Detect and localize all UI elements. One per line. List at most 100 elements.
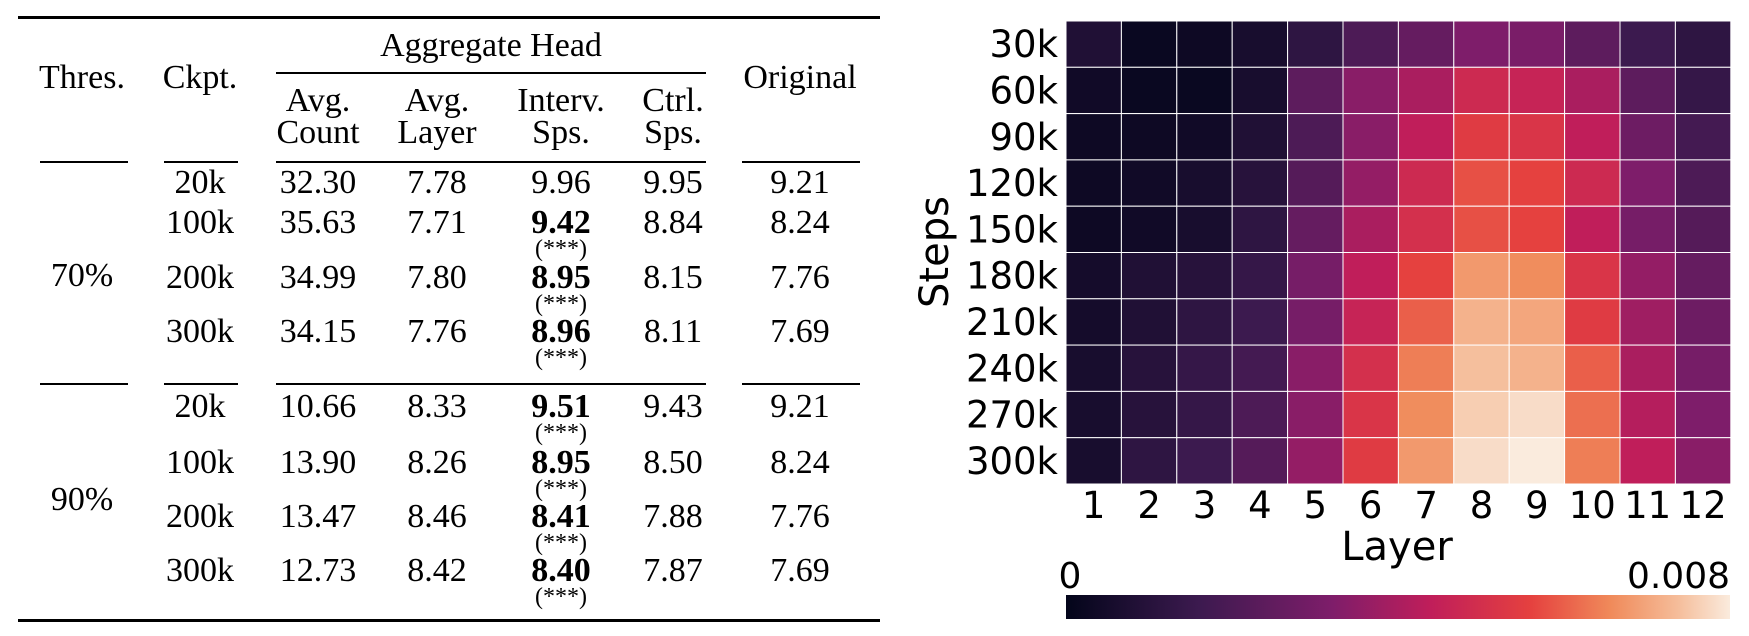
- heatmap-cell: [1508, 159, 1566, 207]
- heatmap-cell: [1231, 205, 1289, 253]
- cell-ctrl-sps: 7.87: [643, 552, 703, 589]
- significance-marker: (***): [535, 420, 587, 446]
- heatmap-cell: [1287, 66, 1344, 115]
- colorbar-min-label: 0: [1059, 556, 1082, 597]
- heatmap-cell: [1508, 390, 1566, 439]
- header-rule-ckpt: [164, 161, 238, 163]
- heatmap-cell: [1120, 113, 1178, 161]
- header-interv-line1: Interv.: [517, 82, 605, 119]
- heatmap-cell: [1231, 390, 1289, 439]
- heatmap-cell: [1231, 66, 1289, 115]
- heatmap-cell: [1176, 20, 1233, 68]
- heatmap-cell: [1176, 437, 1233, 485]
- heatmap-cell: [1564, 205, 1621, 253]
- x-tick-label: 12: [1680, 484, 1727, 527]
- heatmap-cell: [1065, 66, 1122, 115]
- heatmap-cell: [1342, 390, 1399, 439]
- heatmap-cell: [1619, 437, 1676, 485]
- header-avg-count-line2: Count: [276, 114, 360, 151]
- heatmap-cell: [1564, 113, 1621, 161]
- heatmap-cell: [1342, 298, 1399, 346]
- heatmap-cell: [1674, 344, 1732, 392]
- heatmap-cell: [1342, 159, 1399, 207]
- heatmap-cell: [1231, 252, 1289, 300]
- cell-original: 9.21: [770, 164, 830, 201]
- cell-original: 7.69: [770, 552, 830, 589]
- heatmap-cell: [1287, 298, 1344, 346]
- heatmap-cell: [1342, 66, 1399, 115]
- heatmap-cell: [1231, 113, 1289, 161]
- heatmap-cell: [1508, 344, 1566, 392]
- heatmap-cell: [1453, 20, 1510, 68]
- heatmap-cell: [1120, 390, 1178, 439]
- heatmap-cell: [1453, 113, 1510, 161]
- x-tick-label: 6: [1359, 484, 1383, 527]
- heatmap-cell: [1176, 298, 1233, 346]
- x-tick-label: 4: [1248, 484, 1272, 527]
- heatmap-cell: [1342, 344, 1399, 392]
- heatmap-cell: [1176, 113, 1233, 161]
- cell-ctrl-sps: 9.95: [643, 164, 703, 201]
- header-ckpt: Ckpt.: [162, 59, 238, 96]
- heatmap-cell: [1564, 437, 1621, 485]
- x-tick-label: 10: [1569, 484, 1616, 527]
- cell-ckpt: 20k: [174, 388, 226, 425]
- heatmap-cell: [1453, 205, 1510, 253]
- table-bottom-rule: [18, 619, 880, 622]
- aggregate-head-rule: [276, 72, 706, 74]
- heatmap-cell: [1397, 113, 1455, 161]
- y-tick-label: 210k: [966, 301, 1059, 344]
- heatmap-cell: [1674, 159, 1732, 207]
- heatmap-cell: [1120, 437, 1178, 485]
- header-avg-layer-line1: Avg.: [404, 82, 470, 119]
- heatmap-cell: [1564, 252, 1621, 300]
- y-tick-label: 240k: [966, 347, 1059, 390]
- heatmap-cell: [1120, 298, 1178, 346]
- heatmap-cell: [1508, 298, 1566, 346]
- heatmap-cell: [1065, 113, 1122, 161]
- heatmap-cell: [1508, 252, 1566, 300]
- heatmap-cell: [1065, 252, 1122, 300]
- heatmap-cell: [1176, 390, 1233, 439]
- heatmap-cell: [1397, 390, 1455, 439]
- heatmap-cell: [1619, 344, 1676, 392]
- heatmap-cell: [1397, 205, 1455, 253]
- heatmap-cell: [1619, 298, 1676, 346]
- header-aggregate-head: Aggregate Head: [380, 27, 602, 64]
- cell-ckpt: 100k: [166, 444, 234, 481]
- heatmap-cell: [1342, 20, 1399, 68]
- y-tick-label: 150k: [966, 208, 1059, 251]
- cell-ckpt: 200k: [166, 498, 234, 535]
- heatmap-cell: [1619, 390, 1676, 439]
- heatmap-cell: [1674, 20, 1732, 68]
- heatmap-cell: [1453, 298, 1510, 346]
- heatmap-cell: [1231, 20, 1289, 68]
- group-rule-metrics: [276, 383, 706, 385]
- heatmap-cell: [1453, 66, 1510, 115]
- threshold-label-90: 90%: [50, 481, 114, 518]
- heatmap-cell: [1397, 298, 1455, 346]
- cell-ctrl-sps: 9.43: [643, 388, 703, 425]
- heatmap-cell: [1564, 298, 1621, 346]
- cell-avg-count: 12.73: [279, 552, 357, 589]
- header-interv-line2: Sps.: [532, 114, 590, 151]
- cell-avg-layer: 7.76: [407, 313, 467, 350]
- heatmap-cell: [1342, 437, 1399, 485]
- y-tick-label: 270k: [966, 394, 1059, 437]
- heatmap-cell: [1619, 66, 1676, 115]
- significance-marker: (***): [535, 345, 587, 371]
- cell-avg-count: 13.90: [279, 444, 357, 481]
- heatmap-cell: [1065, 390, 1122, 439]
- y-axis-label: Steps: [912, 196, 958, 308]
- heatmap-cell: [1231, 344, 1289, 392]
- heatmap-cell: [1342, 252, 1399, 300]
- heatmap-cell: [1564, 390, 1621, 439]
- heatmap-cell: [1453, 390, 1510, 439]
- heatmap-cell: [1674, 113, 1732, 161]
- cell-ctrl-sps: 8.15: [643, 259, 703, 296]
- x-tick-label: 8: [1470, 484, 1494, 527]
- group-rule-original: [742, 383, 860, 385]
- y-tick-label: 120k: [966, 162, 1059, 205]
- heatmap-cell: [1065, 159, 1122, 207]
- cell-ckpt: 100k: [166, 204, 234, 241]
